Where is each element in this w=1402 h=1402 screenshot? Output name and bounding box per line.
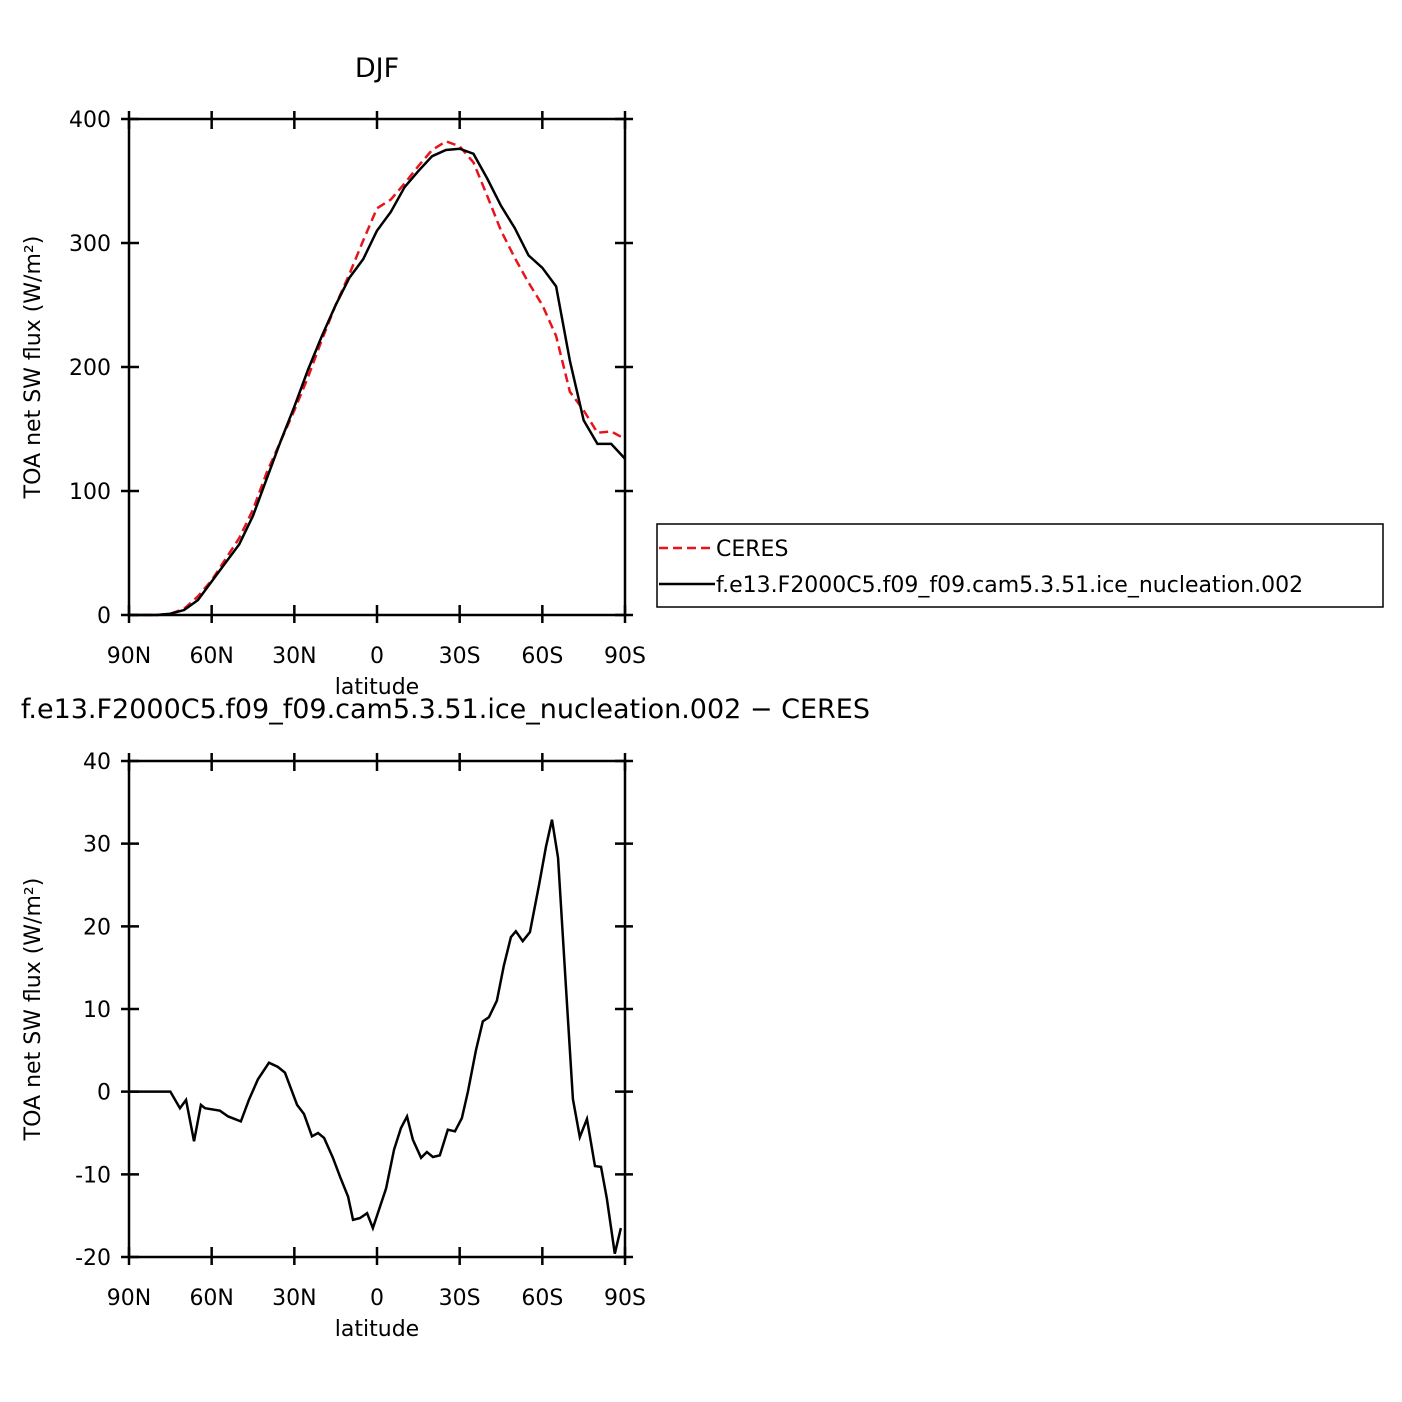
x-tick-label: 30S [439, 644, 481, 669]
chart-title: f.e13.F2000C5.f09_f09.cam5.3.51.ice_nucl… [21, 694, 870, 725]
x-tick-label: 90N [107, 1286, 151, 1311]
data-line [129, 147, 626, 617]
chart-title: DJF [355, 53, 399, 84]
y-tick-label: 200 [69, 356, 111, 381]
x-tick-label: 60N [189, 644, 233, 669]
y-tick-label: 20 [83, 915, 111, 940]
plot-frame [127, 759, 627, 1259]
y-axis-label: TOA net SW flux (W/m²) [21, 878, 46, 1142]
data-line [129, 819, 623, 1254]
legend-label: CERES [716, 537, 788, 562]
plot-frame [127, 117, 627, 617]
x-tick-label: 0 [370, 644, 384, 669]
y-tick-label: 0 [97, 1081, 111, 1106]
x-tick-label: 60S [521, 644, 563, 669]
y-tick-label: -10 [75, 1163, 111, 1188]
x-tick-label: 30S [439, 1286, 481, 1311]
x-tick-label: 60S [521, 1286, 563, 1311]
y-tick-label: -20 [75, 1246, 111, 1271]
legend-label: f.e13.F2000C5.f09_f09.cam5.3.51.ice_nucl… [716, 573, 1303, 598]
y-tick-label: 30 [83, 833, 111, 858]
y-axis-label: TOA net SW flux (W/m²) [21, 236, 46, 500]
x-tick-label: 0 [370, 1286, 384, 1311]
x-tick-label: 30N [272, 1286, 316, 1311]
x-tick-label: 90S [604, 644, 646, 669]
x-axis-label: latitude [335, 675, 419, 700]
y-tick-label: 10 [83, 998, 111, 1023]
y-tick-label: 100 [69, 480, 111, 505]
data-line [129, 139, 626, 617]
y-tick-label: 400 [69, 108, 111, 133]
x-tick-label: 90N [107, 644, 151, 669]
y-tick-label: 300 [69, 232, 111, 257]
x-tick-label: 60N [189, 1286, 233, 1311]
x-tick-label: 90S [604, 1286, 646, 1311]
legend-box [656, 523, 1384, 608]
x-tick-label: 30N [272, 644, 316, 669]
y-tick-label: 40 [83, 750, 111, 775]
y-tick-label: 0 [97, 604, 111, 629]
legend: CERES f.e13.F2000C5.f09_f09.cam5.3.51.ice… [656, 523, 1384, 608]
x-axis-label: latitude [335, 1317, 419, 1342]
